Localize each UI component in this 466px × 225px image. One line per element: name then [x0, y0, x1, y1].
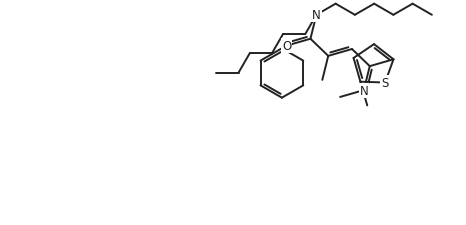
Text: S: S [381, 77, 389, 90]
Text: O: O [282, 40, 291, 53]
Text: N: N [312, 9, 321, 22]
Text: N: N [359, 84, 368, 97]
